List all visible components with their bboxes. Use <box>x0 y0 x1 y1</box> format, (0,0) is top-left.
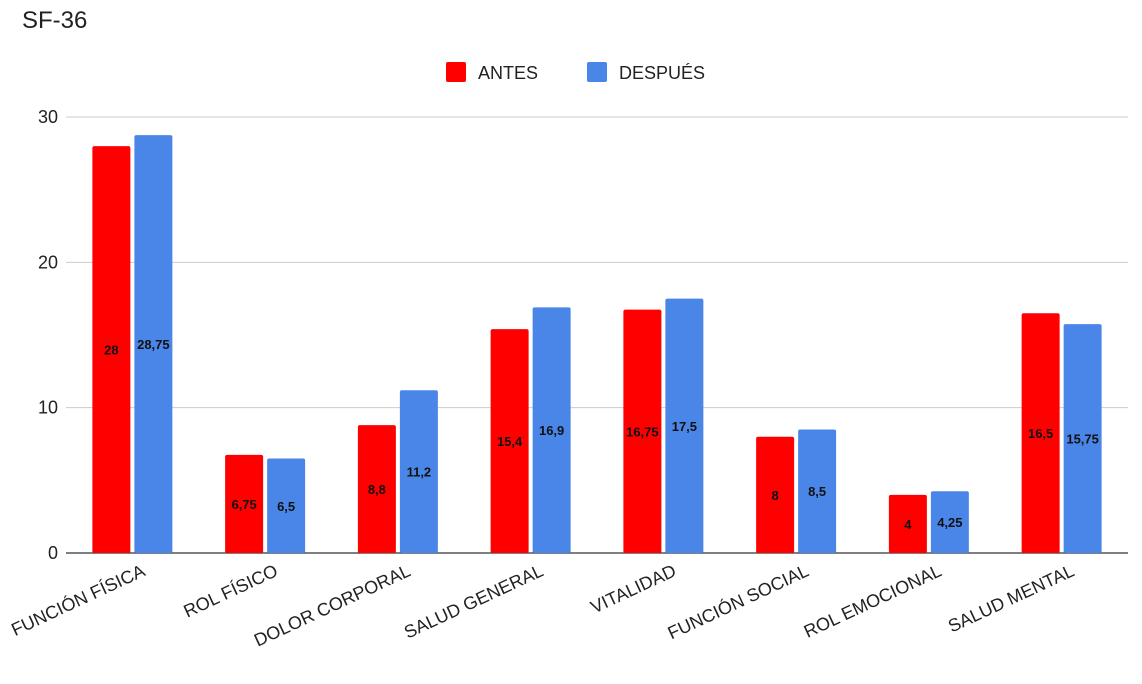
bar-antes <box>490 329 529 553</box>
data-label: 17,5 <box>672 419 697 434</box>
legend-label-despues: DESPUÉS <box>619 63 705 83</box>
x-tick-label: ROL EMOCIONAL <box>801 560 945 641</box>
x-tick-label: SALUD MENTAL <box>945 560 1077 636</box>
data-label: 28,75 <box>137 337 170 352</box>
legend: ANTES DESPUÉS <box>446 62 705 83</box>
data-label: 4,25 <box>937 515 962 530</box>
bar-antes <box>888 494 927 553</box>
bar-antes <box>92 146 131 554</box>
data-label: 28 <box>104 343 118 358</box>
x-tick-label: VITALIDAD <box>588 560 680 617</box>
y-tick-label: 30 <box>38 107 58 127</box>
x-tick-label: SALUD GENERAL <box>401 560 546 642</box>
data-label: 8 <box>772 488 779 503</box>
bar-despues <box>399 390 438 553</box>
data-label: 16,9 <box>539 423 564 438</box>
x-tick-label: ROL FÍSICO <box>181 560 281 621</box>
bar-despues <box>1063 324 1102 553</box>
legend-swatch-antes <box>446 62 466 82</box>
y-tick-label: 10 <box>38 398 58 418</box>
data-label: 6,75 <box>231 497 256 512</box>
bar-despues <box>532 307 571 553</box>
data-label: 6,5 <box>277 499 295 514</box>
data-label: 16,5 <box>1028 426 1053 441</box>
y-tick-label: 20 <box>38 252 58 272</box>
data-label: 16,75 <box>626 424 659 439</box>
bar-despues <box>930 491 969 553</box>
data-labels: 28 28,75 6,75 6,5 8,8 11,2 15,4 16,9 16,75 17,5 8 8… <box>104 337 1099 532</box>
bar-antes <box>357 425 396 553</box>
data-label: 11,2 <box>407 465 432 480</box>
bar-antes <box>756 436 795 553</box>
bar-antes <box>623 309 662 553</box>
bar-despues <box>798 429 837 553</box>
bar-antes <box>1021 313 1060 553</box>
chart-title: SF-36 <box>22 7 87 34</box>
data-label: 4 <box>904 517 912 532</box>
bar-despues <box>134 135 173 553</box>
data-label: 8,5 <box>808 484 826 499</box>
data-label: 15,4 <box>497 434 523 449</box>
bar-antes <box>225 454 264 553</box>
data-label: 15,75 <box>1066 432 1099 447</box>
legend-label-antes: ANTES <box>478 63 538 83</box>
y-tick-label: 0 <box>48 543 58 563</box>
y-axis: 0 10 20 30 <box>38 107 58 563</box>
bars <box>92 135 1102 554</box>
bar-despues <box>267 458 306 553</box>
bar-despues <box>665 298 704 553</box>
x-tick-label: FUNCIÓN FÍSICA <box>8 560 148 640</box>
legend-swatch-despues <box>587 62 607 82</box>
data-label: 8,8 <box>368 482 386 497</box>
x-tick-label: FUNCIÓN SOCIAL <box>664 560 812 644</box>
